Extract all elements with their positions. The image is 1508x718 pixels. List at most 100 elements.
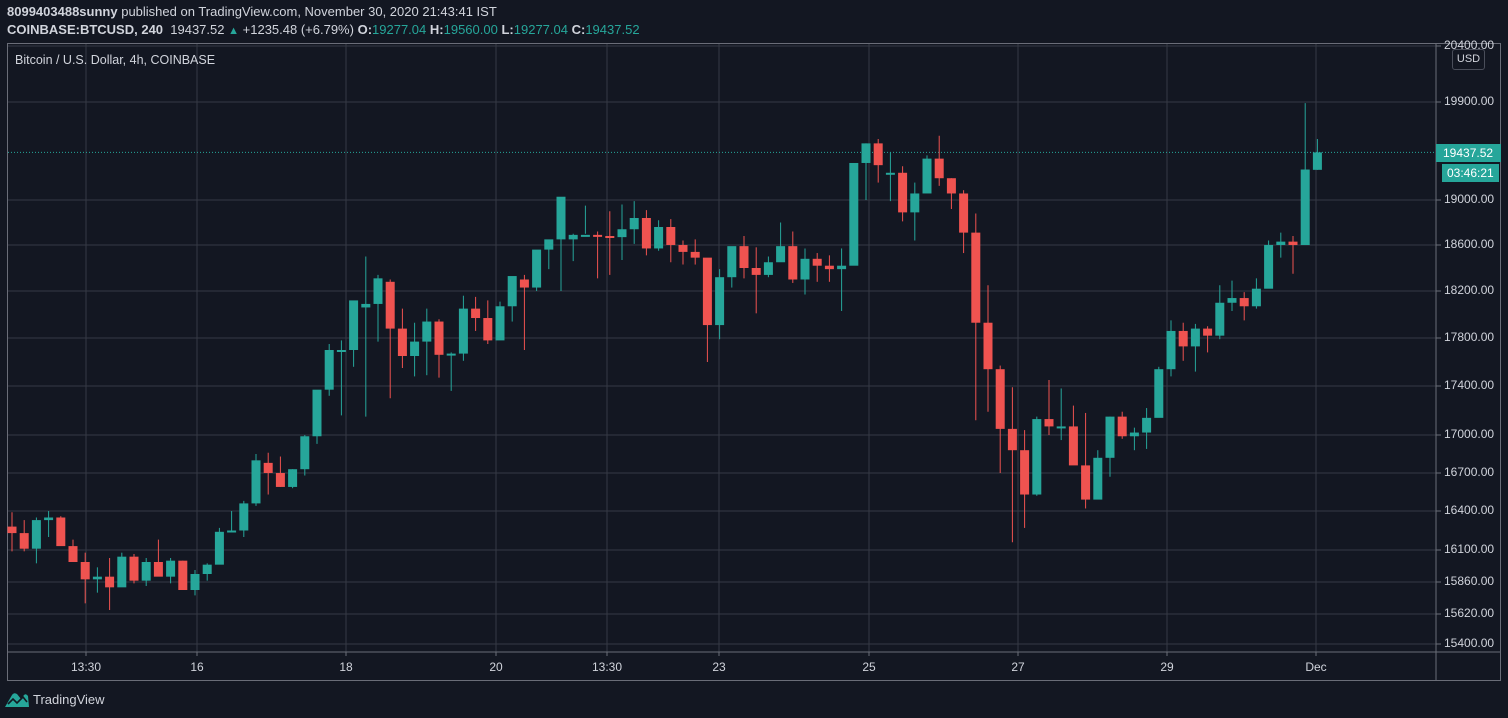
candle-body	[1166, 330, 1176, 370]
chart-legend: Bitcoin / U.S. Dollar, 4h, COINBASE	[15, 53, 216, 67]
candle-body	[763, 262, 773, 275]
candle-body	[1081, 465, 1091, 500]
candle-body	[1251, 288, 1261, 307]
candle-body	[849, 162, 859, 266]
candle-body	[288, 469, 298, 487]
tradingview-brand[interactable]: TradingView	[4, 690, 105, 708]
symbol-line: COINBASE:BTCUSD, 240 19437.52 ▲ +1235.48…	[7, 22, 640, 37]
candle-body	[507, 276, 517, 307]
candle-body	[1154, 369, 1164, 418]
candle-body	[495, 306, 505, 341]
candle-body	[141, 562, 151, 581]
candle-body	[898, 172, 908, 213]
candle-body	[788, 246, 798, 280]
price-axis-label: 15860.00	[1444, 574, 1495, 588]
chart-frame[interactable]	[7, 43, 1501, 681]
time-axis-label: Dec	[1305, 660, 1327, 674]
time-axis-label: 13:30	[591, 660, 623, 674]
candle-body	[922, 158, 932, 194]
tradingview-logo-icon	[5, 693, 29, 707]
candle-body	[702, 257, 712, 326]
candle-body	[1007, 428, 1017, 451]
candle-body	[1044, 419, 1054, 427]
price-axis-label: 18600.00	[1444, 237, 1495, 251]
price-change: +1235.48 (+6.79%)	[242, 22, 354, 37]
candle-body	[312, 389, 322, 437]
candle-body	[251, 460, 261, 504]
candle-body	[1203, 328, 1213, 336]
candle-body	[544, 239, 554, 250]
candle-body	[678, 245, 688, 252]
candle-body	[800, 258, 810, 280]
candle-body	[7, 526, 17, 534]
candle-body	[397, 328, 407, 356]
candle-body	[1105, 416, 1115, 458]
up-arrow-icon: ▲	[228, 25, 240, 37]
candle-body	[776, 246, 786, 263]
candle-body	[1300, 169, 1310, 245]
candle-body	[1312, 152, 1322, 170]
candle-body	[56, 517, 66, 547]
candle-body	[580, 234, 590, 237]
candle-body	[471, 308, 481, 319]
candle-body	[1020, 450, 1030, 495]
candle-body	[568, 234, 578, 240]
candle-body	[300, 436, 310, 470]
price-axis-label: 16100.00	[1444, 542, 1495, 556]
candle-body	[227, 530, 237, 533]
candle-body	[361, 303, 371, 308]
candle-body	[214, 531, 224, 565]
candle-body	[715, 277, 725, 326]
candle-body	[1215, 302, 1225, 336]
low-value: 19277.04	[513, 22, 568, 37]
candle-body	[641, 218, 651, 249]
price-axis-label: 17800.00	[1444, 330, 1495, 344]
candle-body	[617, 229, 627, 238]
candle-body	[910, 193, 920, 213]
candle-body	[1239, 298, 1249, 307]
price-axis-label: 16700.00	[1444, 465, 1495, 479]
close-label: C:	[571, 22, 586, 37]
candle-body	[117, 556, 127, 588]
high-label: H:	[429, 22, 444, 37]
candle-body	[690, 251, 700, 258]
candle-body	[153, 562, 163, 577]
candle-body	[44, 517, 54, 521]
currency-button[interactable]: USD	[1452, 49, 1485, 70]
candle-body	[812, 258, 822, 266]
candle-body	[556, 196, 566, 240]
candle-body	[410, 341, 420, 356]
high-value: 19560.00	[443, 22, 498, 37]
candle-body	[971, 232, 981, 323]
candle-body	[1288, 241, 1298, 245]
candle-body	[1056, 426, 1066, 429]
candle-body	[336, 350, 346, 352]
candle-body	[885, 172, 895, 175]
candle-body	[1178, 330, 1188, 347]
time-axis-label: 25	[862, 660, 876, 674]
candle-body	[605, 236, 615, 238]
candle-body	[1190, 328, 1200, 347]
candle-body	[519, 279, 529, 288]
candle-body	[275, 473, 285, 487]
candle-body	[751, 268, 761, 275]
candle-body	[1032, 419, 1042, 495]
candle-body	[873, 143, 883, 166]
price-axis-label: 18200.00	[1444, 283, 1495, 297]
candle-body	[654, 227, 664, 249]
author-name[interactable]: 8099403488sunny	[7, 4, 118, 19]
publisher-line: 8099403488sunny published on TradingView…	[7, 4, 497, 19]
candle-body	[80, 562, 90, 580]
candle-body	[105, 576, 115, 588]
candle-body	[837, 265, 847, 270]
price-axis-label: 19000.00	[1444, 192, 1495, 206]
candle-body	[532, 249, 542, 288]
candle-body	[129, 556, 139, 581]
time-axis-label: 16	[190, 660, 204, 674]
candle-body	[92, 576, 102, 580]
published-text: published on TradingView.com, November 3…	[121, 4, 497, 19]
price-axis-label: 17400.00	[1444, 378, 1495, 392]
candle-body	[239, 503, 249, 531]
close-value: 19437.52	[585, 22, 640, 37]
